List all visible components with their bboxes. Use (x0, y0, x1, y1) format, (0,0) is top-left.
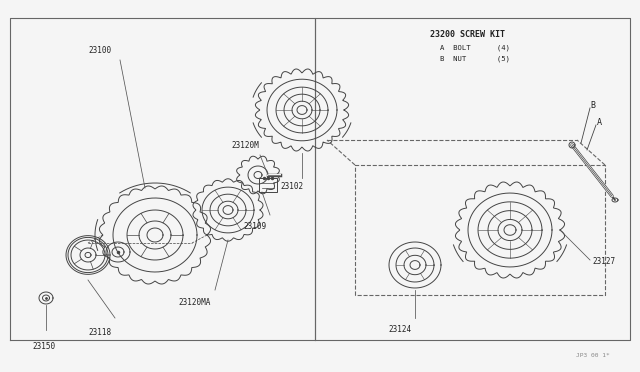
Text: A: A (596, 118, 602, 126)
Text: 23127: 23127 (592, 257, 615, 266)
Text: 23124: 23124 (388, 325, 412, 334)
Text: 23100: 23100 (88, 46, 111, 55)
Text: JP3 00 1*: JP3 00 1* (576, 353, 610, 358)
Text: 23120M: 23120M (231, 141, 259, 150)
Text: B: B (591, 100, 595, 109)
Text: 23118: 23118 (88, 328, 111, 337)
Text: 23120MA: 23120MA (179, 298, 211, 307)
Text: A  BOLT      (4): A BOLT (4) (440, 44, 510, 51)
Text: 23150: 23150 (32, 342, 55, 351)
Bar (259, 178, 277, 192)
Text: 23200 SCREW KIT: 23200 SCREW KIT (430, 30, 505, 39)
Text: 23109: 23109 (243, 222, 267, 231)
Text: 23102: 23102 (280, 182, 303, 191)
Text: B  NUT       (5): B NUT (5) (440, 55, 510, 61)
